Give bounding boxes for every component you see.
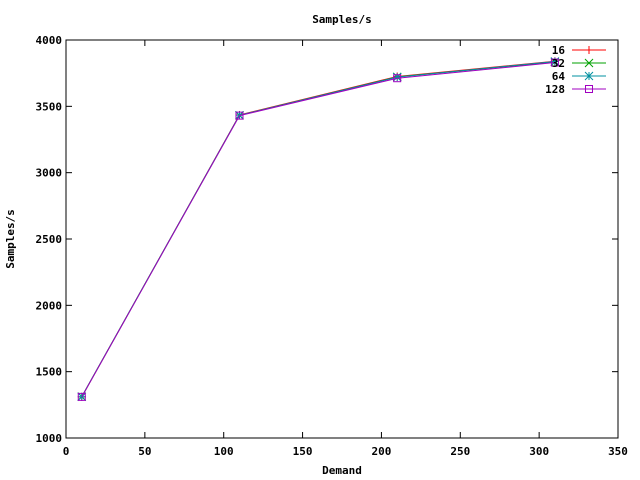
- data-point: [550, 58, 559, 67]
- x-tick-label: 150: [293, 445, 313, 458]
- legend-label: 32: [552, 57, 565, 70]
- y-axis-label: Samples/s: [4, 209, 17, 269]
- legend-marker: [585, 46, 593, 54]
- legend-item-64: 64: [552, 70, 606, 83]
- chart-title: Samples/s: [312, 13, 372, 26]
- y-tick-label: 1500: [36, 366, 63, 379]
- x-tick-label: 200: [371, 445, 391, 458]
- data-point: [235, 111, 244, 120]
- series-32: [77, 57, 560, 401]
- legend-label: 128: [545, 83, 565, 96]
- y-tick-label: 1000: [36, 432, 63, 445]
- x-tick-label: 250: [450, 445, 470, 458]
- legend-marker: [584, 58, 594, 68]
- x-tick-label: 350: [608, 445, 628, 458]
- y-tick-label: 4000: [36, 34, 63, 47]
- x-tick-label: 100: [214, 445, 234, 458]
- legend-marker: [585, 85, 593, 93]
- legend-label: 64: [552, 70, 566, 83]
- series-layer: [77, 57, 560, 402]
- y-tick-label: 2000: [36, 299, 63, 312]
- plot-frame: [65, 39, 619, 439]
- legend-item-16: 16: [552, 44, 606, 57]
- y-tick-label: 2500: [36, 233, 63, 246]
- y-tick-label: 3500: [36, 100, 63, 113]
- series-line-32: [81, 61, 555, 397]
- legend-item-128: 128: [545, 83, 606, 96]
- axes: 0 50 100 150 200 250 300 350 1000 1500 2000 2500 300…: [36, 34, 628, 458]
- legend-label: 16: [552, 44, 566, 57]
- legend-marker: [584, 71, 594, 81]
- x-axis-label: Demand: [322, 464, 362, 477]
- data-point: [77, 392, 86, 401]
- x-tick-label: 0: [63, 445, 70, 458]
- series-16: [77, 57, 559, 401]
- series-128: [77, 58, 559, 401]
- series-line-16: [81, 60, 555, 398]
- x-tick-label: 300: [529, 445, 549, 458]
- series-line-64: [81, 60, 555, 397]
- series-line-128: [81, 62, 555, 398]
- x-tick-label: 50: [138, 445, 151, 458]
- y-tick-label: 3000: [36, 167, 63, 180]
- legend-item-32: 32: [552, 57, 606, 70]
- data-point: [393, 74, 402, 83]
- series-64: [77, 57, 560, 402]
